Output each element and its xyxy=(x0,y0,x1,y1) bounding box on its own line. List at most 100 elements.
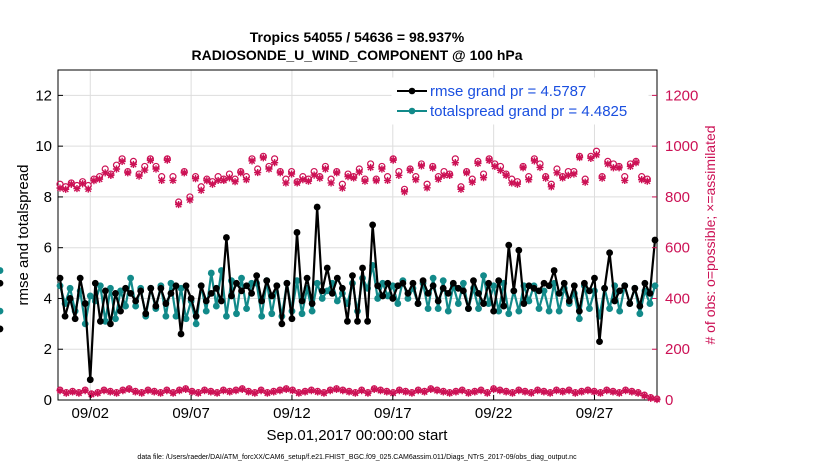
y-right-tick-label: 1200 xyxy=(665,87,698,104)
rmse-point xyxy=(273,282,281,290)
obs-assimilated-point xyxy=(326,387,334,395)
totalspread-point xyxy=(132,302,140,310)
obs-assimilated-point xyxy=(358,387,366,395)
obs-assimilated-point xyxy=(259,154,267,162)
obs-assimilated-point xyxy=(378,165,386,173)
totalspread-point xyxy=(333,297,341,305)
obs-assimilated-point xyxy=(314,388,322,396)
obs-assimilated-point xyxy=(125,385,133,393)
totalspread-point xyxy=(555,307,563,315)
rmse-point xyxy=(525,282,533,290)
rmse-point xyxy=(313,203,321,211)
obs-assimilated-point xyxy=(163,387,171,395)
rmse-point xyxy=(580,279,588,287)
totalspread-point xyxy=(162,312,170,320)
x-axis-label: Sep.01,2017 00:00:00 start xyxy=(267,427,449,444)
obs-assimilated-point xyxy=(207,388,215,396)
obs-assimilated-point xyxy=(87,390,96,399)
rmse-point xyxy=(86,376,94,384)
obs-assimilated-point xyxy=(640,392,649,400)
obs-assimilated-point xyxy=(628,388,636,396)
totalspread-point xyxy=(117,287,124,295)
obs-assimilated-point xyxy=(316,174,324,182)
rmse-point xyxy=(162,300,170,307)
y-right-tick-label: 400 xyxy=(665,290,690,307)
y-right-tick-label: 200 xyxy=(665,341,690,358)
obs-assimilated-point xyxy=(547,183,555,191)
totalspread-point xyxy=(298,310,306,318)
rmse-point xyxy=(384,279,392,287)
totalspread-point xyxy=(505,310,513,318)
obs-assimilated-point xyxy=(477,387,485,395)
obs-assimilated-point xyxy=(232,387,240,395)
obs-assimilated-point xyxy=(464,389,473,397)
rmse-point xyxy=(71,315,79,323)
chart-title-line1: Tropics 54055 / 54636 = 98.937% xyxy=(250,29,465,45)
obs-assimilated-point xyxy=(208,180,217,188)
rmse-point xyxy=(424,289,432,297)
rmse-point xyxy=(545,282,553,290)
totalspread-point xyxy=(606,305,614,313)
x-tick-label: 09/27 xyxy=(576,405,614,422)
obs-assimilated-point xyxy=(434,175,442,183)
obs-assimilated-point xyxy=(146,156,154,164)
totalspread-point xyxy=(127,274,135,282)
rmse-point xyxy=(328,289,336,297)
rmse-point xyxy=(182,282,190,290)
x-axis-ticks: 09/02 09/07 09/12 09/17 09/22 09/27 xyxy=(71,395,613,422)
totalspread-point xyxy=(258,312,266,320)
obs-assimilated-point xyxy=(270,388,278,396)
obs-assimilated-point xyxy=(242,176,250,184)
rmse-point xyxy=(318,287,326,295)
totalspread-point xyxy=(616,307,624,315)
obs-assimilated-point xyxy=(502,388,510,396)
obs-assimilated-point xyxy=(527,389,535,397)
totalspread-point xyxy=(439,277,447,285)
obs-assimilated-point xyxy=(191,175,200,183)
obs-assimilated-point xyxy=(112,389,121,397)
rmse-point xyxy=(112,289,119,297)
y-left-tick-label: 2 xyxy=(44,341,52,358)
totalspread-point xyxy=(223,312,230,320)
rmse-point xyxy=(359,264,366,272)
obs-assimilated-point xyxy=(521,388,529,396)
rmse-point xyxy=(560,279,568,287)
rmse-point xyxy=(606,249,614,257)
totalspread-point xyxy=(545,307,553,315)
obs-assimilated-point xyxy=(542,174,550,182)
obs-assimilated-point xyxy=(56,184,64,192)
rmse-point xyxy=(263,277,271,285)
rmse-point xyxy=(429,282,437,290)
obs-assimilated-point xyxy=(56,387,64,395)
obs-assimilated-point xyxy=(519,164,527,172)
rmse-point xyxy=(555,289,563,297)
rmse-point xyxy=(298,297,306,305)
rmse-point xyxy=(465,305,472,313)
y-left-tick-label: 4 xyxy=(44,290,52,307)
rmse-point xyxy=(288,315,296,323)
obs-assimilated-point xyxy=(175,200,183,209)
obs-assimilated-point xyxy=(458,387,466,395)
obs-assimilated-point xyxy=(452,388,460,396)
rmse-point xyxy=(308,300,316,307)
obs-count-series xyxy=(56,147,661,404)
rmse-point xyxy=(323,264,331,272)
obs-assimilated-point xyxy=(540,388,548,396)
obs-assimilated-point xyxy=(62,389,70,397)
obs-assimilated-point xyxy=(553,169,561,177)
totalspread-point xyxy=(207,269,215,277)
obs-assimilated-point xyxy=(412,176,420,184)
obs-assimilated-point xyxy=(647,394,655,402)
obs-assimilated-point xyxy=(570,170,578,178)
rmse-point xyxy=(626,300,634,307)
rmse-point xyxy=(101,287,109,295)
totalspread-point xyxy=(182,315,190,323)
obs-assimilated-point xyxy=(565,387,573,395)
totalspread-point xyxy=(459,279,467,287)
obs-assimilated-point xyxy=(559,174,567,182)
obs-assimilated-point xyxy=(496,166,505,174)
totalspread-point xyxy=(112,315,119,323)
rmse-point xyxy=(379,292,387,300)
rmse-point xyxy=(374,282,382,290)
totalspread-point xyxy=(96,282,104,290)
